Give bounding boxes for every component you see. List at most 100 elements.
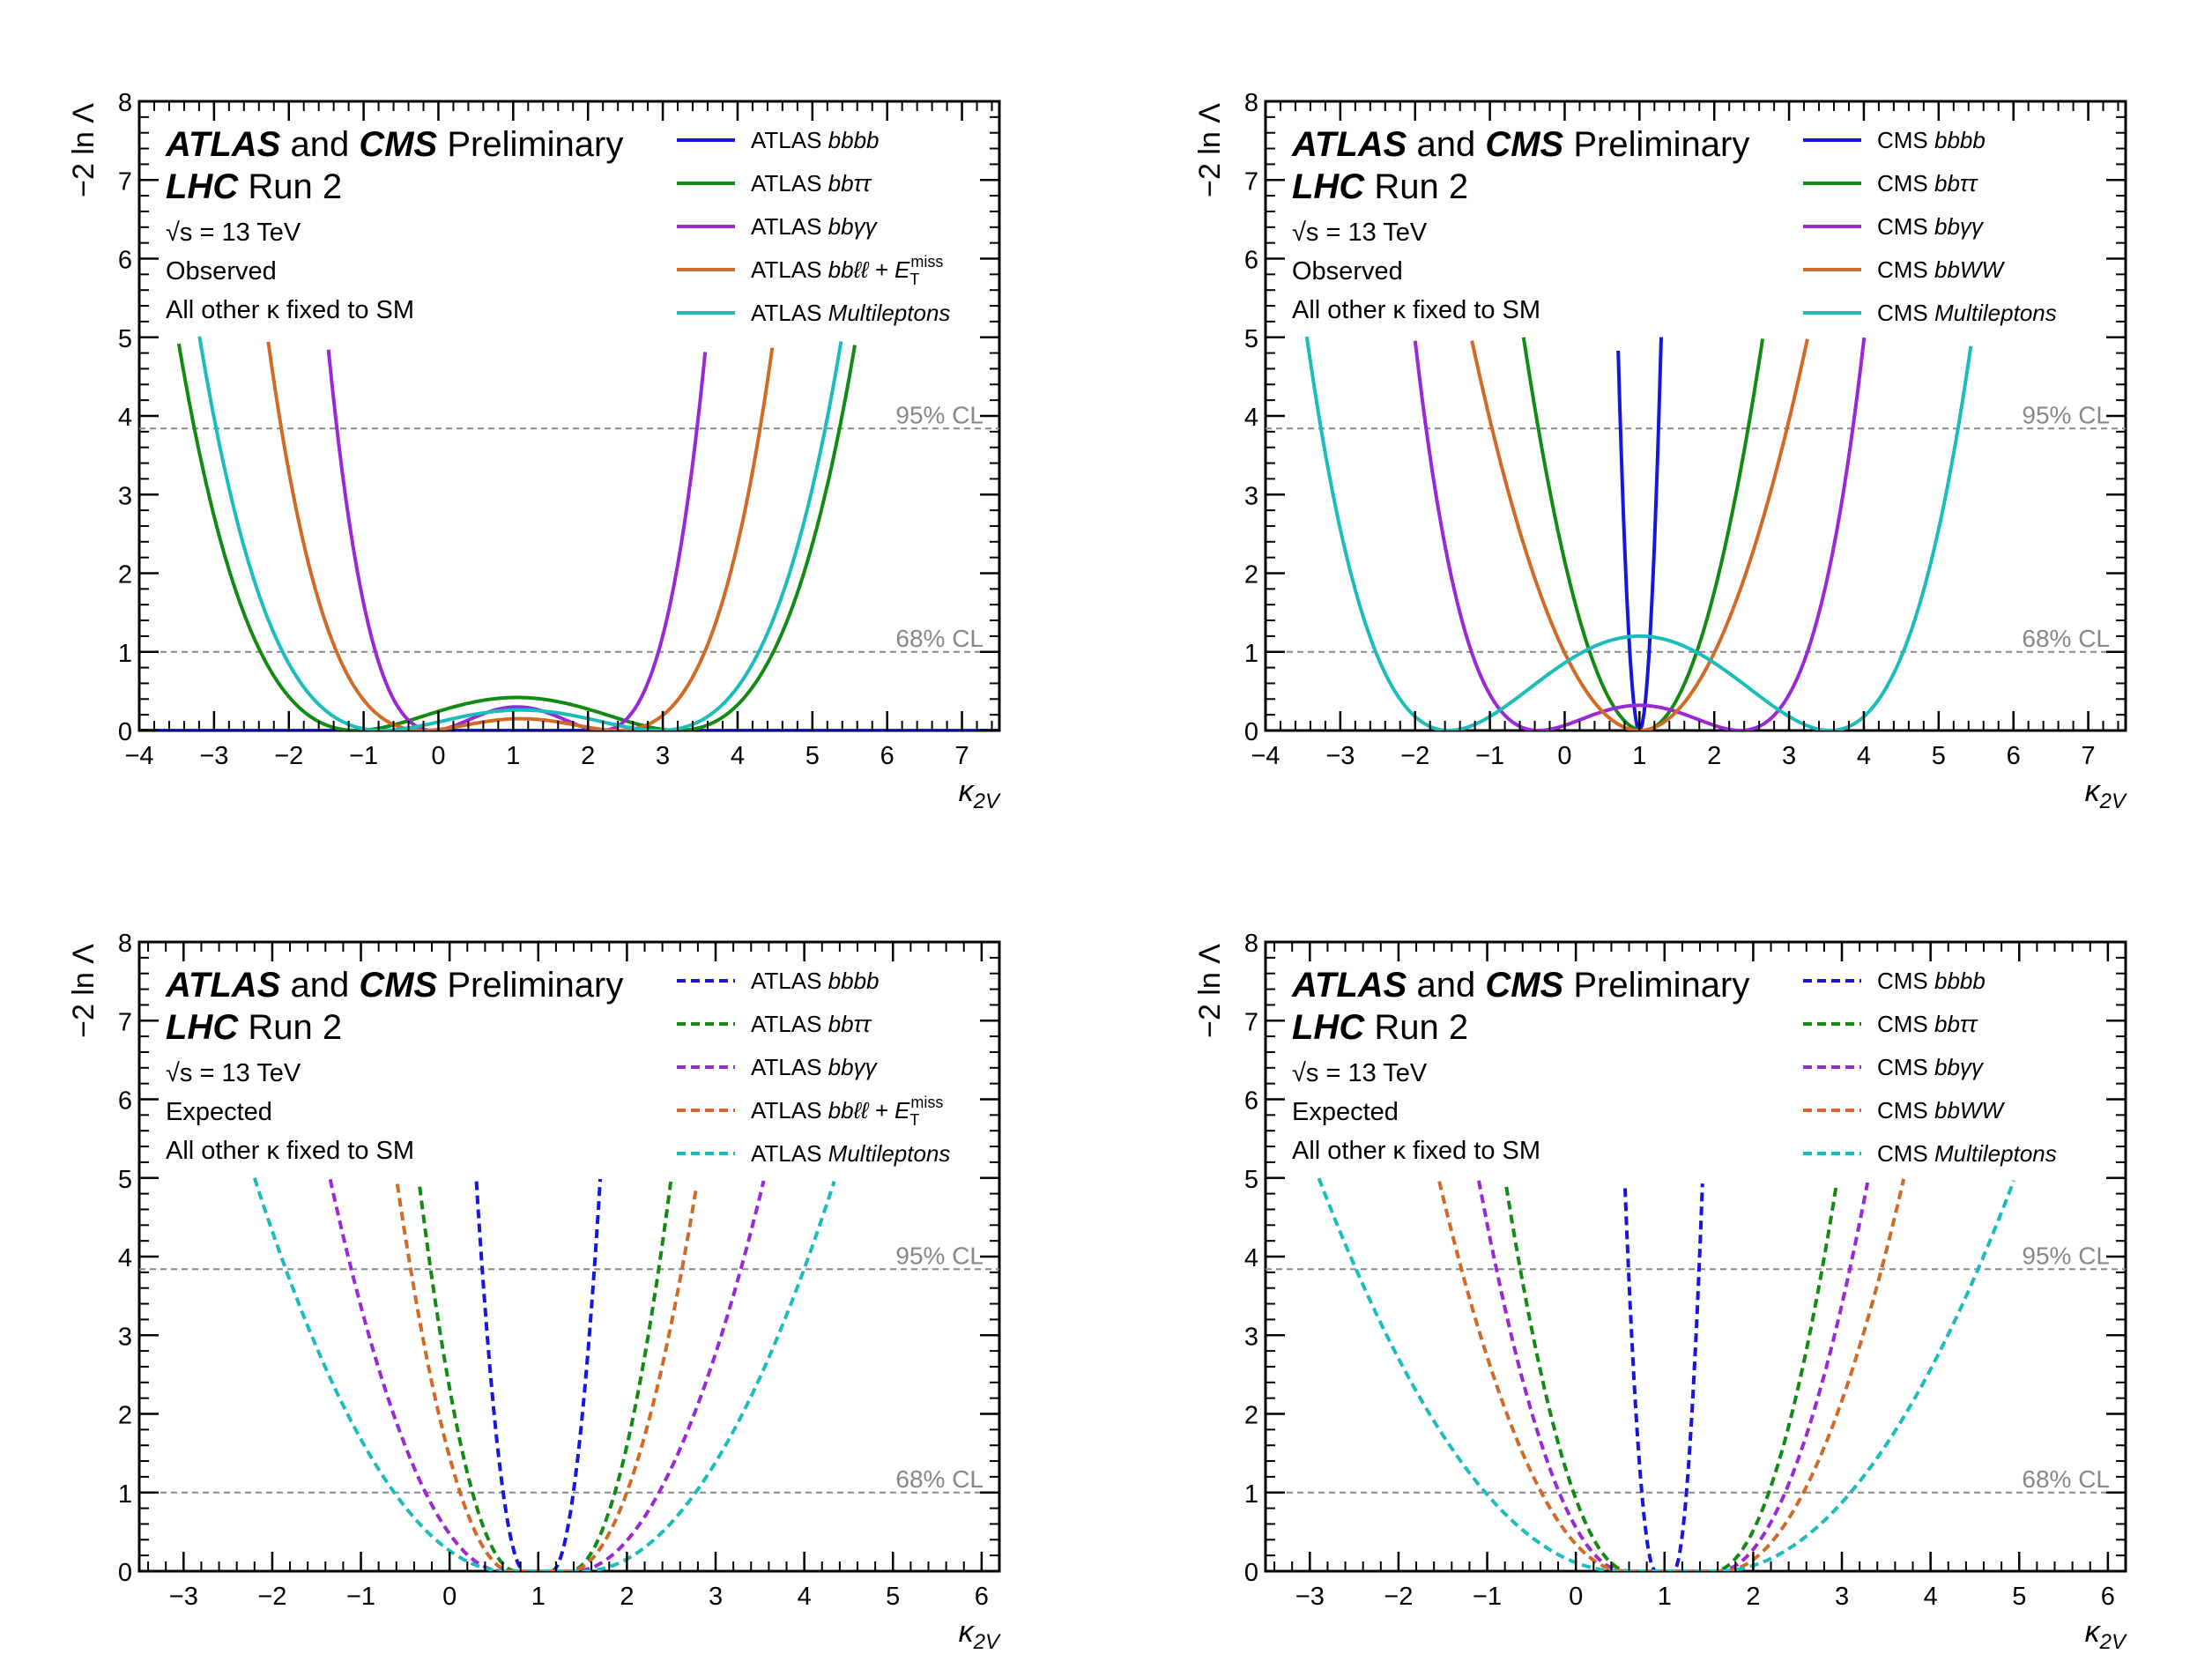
- y-tick-label: 3: [1244, 482, 1258, 510]
- x-tick-label: −2: [257, 1583, 286, 1611]
- x-tick-label: 5: [886, 1583, 900, 1611]
- curve-bbtautau: [418, 1181, 673, 1571]
- x-tick-label: 5: [1932, 742, 1946, 770]
- x-tick-label: −4: [1251, 742, 1280, 770]
- y-tick-label: 6: [118, 1087, 132, 1116]
- x-tick-label: 5: [2012, 1583, 2026, 1611]
- run-label: LHC Run 2: [1292, 1008, 1468, 1047]
- legend-label-bbtautau: CMS bbττ: [1877, 170, 1979, 197]
- x-tick-label: 4: [798, 1583, 812, 1611]
- y-tick-label: 7: [1244, 167, 1258, 196]
- x-tick-label: 6: [880, 742, 894, 770]
- y-tick-label: 8: [118, 930, 132, 958]
- kappa-note: All other κ fixed to SM: [166, 1137, 414, 1165]
- kappa-note: All other κ fixed to SM: [1292, 1137, 1540, 1165]
- y-tick-label: 6: [1244, 247, 1258, 275]
- cl95-label: 95% CL: [895, 401, 984, 428]
- cl68-label: 68% CL: [2022, 1465, 2110, 1493]
- legend-label-multileptons: CMS Multileptons: [1877, 1140, 2057, 1167]
- y-tick-label: 5: [118, 325, 132, 353]
- x-tick-label: 1: [531, 1583, 546, 1611]
- x-tick-label: 2: [620, 1583, 634, 1611]
- y-tick-label: 2: [1244, 561, 1258, 590]
- curve-bbgammagamma: [1413, 337, 1867, 731]
- legend-label-bbbb: ATLAS bbbb: [751, 127, 880, 153]
- x-tick-label: 4: [1857, 742, 1871, 770]
- y-axis-title: −2 ln Λ: [67, 103, 100, 197]
- x-tick-label: 3: [1835, 1583, 1849, 1611]
- x-tick-label: −2: [1384, 1583, 1413, 1611]
- curve-multileptons: [1304, 336, 1973, 731]
- y-tick-label: 1: [1244, 1480, 1258, 1509]
- y-tick-label: 4: [118, 1244, 132, 1272]
- x-tick-label: 0: [1557, 742, 1571, 770]
- curve-multileptons: [197, 336, 843, 731]
- legend-label-bbtautau: CMS bbττ: [1877, 1011, 1979, 1037]
- status-label: Observed: [1292, 257, 1403, 286]
- panel-atlas-expected: 95% CL 68% CL −3 −2 −1 0 1 2 3 4 5 6 0 1 2 3 4 5 6 7 8 −2 ln …: [67, 930, 1001, 1654]
- x-tick-label: 0: [431, 742, 445, 770]
- curve-bbgammagamma: [328, 1178, 766, 1571]
- run-label: LHC Run 2: [166, 1008, 342, 1047]
- kappa-note: All other κ fixed to SM: [1292, 296, 1540, 324]
- legend-label-bbbb: ATLAS bbbb: [751, 968, 880, 994]
- energy-label: √s = 13 TeV: [1292, 219, 1428, 247]
- curve-bbgammagamma: [1477, 1180, 1870, 1571]
- x-tick-label: −3: [1325, 742, 1355, 770]
- x-tick-label: 6: [2101, 1583, 2115, 1611]
- curve-bbWW: [1470, 338, 1809, 731]
- y-tick-label: 1: [118, 1480, 132, 1509]
- legend-label-bbbb: CMS bbbb: [1877, 127, 1986, 153]
- experiment-label: ATLAS and CMS Preliminary: [165, 125, 623, 164]
- x-tick-label: 7: [2081, 742, 2095, 770]
- panel-atlas-observed: 95% CL 68% CL −4 −3 −2 −1 0 1 2 3 4 5 6 7 0 1 2 3 4 5 6 7 8 −2 …: [67, 89, 1001, 813]
- curve-bbbb: [1616, 337, 1663, 731]
- y-tick-label: 3: [1244, 1323, 1258, 1351]
- legend-label-bbgammagamma: ATLAS bbγγ: [751, 213, 879, 240]
- curve-bbbb: [474, 1178, 603, 1571]
- kappa-note: All other κ fixed to SM: [166, 296, 414, 324]
- y-tick-label: 3: [118, 1323, 132, 1351]
- x-tick-label: 1: [1632, 742, 1646, 770]
- y-tick-label: 0: [118, 718, 132, 746]
- y-tick-label: 0: [1244, 1559, 1258, 1587]
- energy-label: √s = 13 TeV: [166, 219, 301, 247]
- curve-multileptons: [252, 1177, 836, 1571]
- legend-label-bbWW: CMS bbWW: [1877, 1097, 2005, 1124]
- legend-label-multileptons: ATLAS Multileptons: [751, 1140, 950, 1167]
- y-axis-title: −2 ln Λ: [1193, 944, 1227, 1038]
- y-tick-label: 0: [1244, 718, 1258, 746]
- x-tick-label: 2: [1707, 742, 1721, 770]
- x-tick-label: 3: [709, 1583, 723, 1611]
- y-tick-label: 4: [1244, 1244, 1258, 1272]
- x-tick-label: 3: [1782, 742, 1796, 770]
- x-tick-label: 1: [506, 742, 520, 770]
- x-tick-label: 7: [954, 742, 969, 770]
- legend-label-bbWW: ATLAS bbℓℓ + ETmiss: [751, 1094, 943, 1129]
- x-tick-label: 6: [975, 1583, 989, 1611]
- experiment-label: ATLAS and CMS Preliminary: [1291, 125, 1749, 164]
- x-tick-label: 4: [731, 742, 745, 770]
- cl95-label: 95% CL: [895, 1242, 984, 1269]
- legend-label-bbgammagamma: CMS bbγγ: [1877, 1054, 1985, 1080]
- x-tick-label: −1: [1473, 1583, 1502, 1611]
- cl68-label: 68% CL: [895, 625, 984, 652]
- x-axis-title: κ2V: [959, 775, 1001, 813]
- experiment-label: ATLAS and CMS Preliminary: [165, 966, 623, 1005]
- y-axis-title: −2 ln Λ: [1193, 103, 1227, 197]
- panel-cms-observed: 95% CL 68% CL −4 −3 −2 −1 0 1 2 3 4 5 6 7 0 1 2 3 4 5 6 7 8 −2 …: [1193, 89, 2127, 813]
- y-tick-label: 2: [1244, 1402, 1258, 1430]
- x-tick-label: 0: [1569, 1583, 1583, 1611]
- x-tick-label: −3: [199, 742, 228, 770]
- curve-bbWW: [1437, 1178, 1906, 1571]
- y-tick-label: 4: [1244, 404, 1258, 432]
- x-tick-label: −1: [349, 742, 378, 770]
- y-tick-label: 5: [1244, 325, 1258, 353]
- y-tick-label: 7: [1244, 1008, 1258, 1036]
- x-tick-label: 5: [805, 742, 820, 770]
- x-tick-label: 1: [1658, 1583, 1672, 1611]
- legend-label-multileptons: CMS Multileptons: [1877, 300, 2057, 326]
- cl95-label: 95% CL: [2022, 1242, 2110, 1269]
- y-tick-label: 1: [118, 640, 132, 668]
